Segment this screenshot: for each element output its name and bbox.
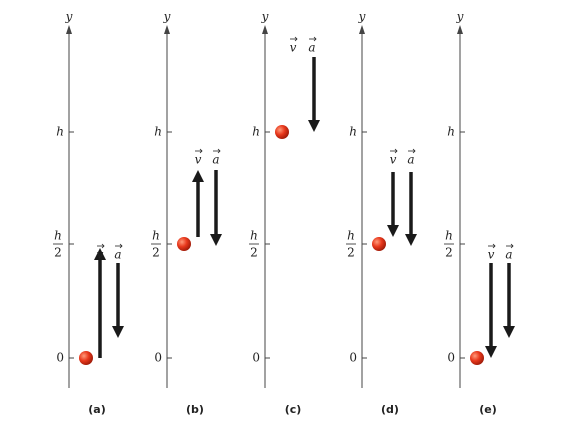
velocity-label-arrow-head (294, 36, 298, 42)
tick-label: h (447, 125, 455, 139)
tick-label: h (56, 125, 64, 139)
ball (372, 237, 386, 251)
axis-label: y (358, 10, 366, 24)
acceleration-arrow-head (210, 234, 222, 246)
velocity-arrow-head (387, 225, 399, 237)
tick-label: 0 (154, 351, 162, 365)
tick-label: h (54, 229, 62, 243)
tick-label: 0 (252, 351, 260, 365)
acceleration-arrow-head (112, 326, 124, 338)
acceleration-label-arrow-head (313, 36, 317, 42)
velocity-label-arrow-head (199, 148, 203, 154)
tick-label: h (252, 125, 260, 139)
y-axis-head (457, 25, 463, 34)
panel-caption: (d) (381, 403, 399, 416)
acceleration-arrow-head (503, 326, 515, 338)
tick-label: 0 (56, 351, 64, 365)
axis-label: y (261, 10, 269, 24)
velocity-arrow-head (192, 170, 204, 182)
acceleration-label: a (407, 153, 414, 167)
acceleration-label: a (212, 153, 219, 167)
velocity-label: v (290, 41, 297, 55)
tick-label: 2 (152, 246, 160, 260)
ball (275, 125, 289, 139)
y-axis-head (164, 25, 170, 34)
velocity-arrow-head (485, 346, 497, 358)
velocity-label: v (390, 153, 397, 167)
axis-label: y (456, 10, 464, 24)
velocity-label: v (488, 248, 495, 262)
tick-label: h (445, 229, 453, 243)
y-axis-head (66, 25, 72, 34)
panel-caption: (b) (186, 403, 204, 416)
tick-label: h (349, 125, 357, 139)
ball (79, 351, 93, 365)
acceleration-label: a (114, 248, 121, 262)
velocity-label-arrow-head (394, 148, 398, 154)
tick-label: 2 (54, 246, 62, 260)
acceleration-label-arrow-head (412, 148, 416, 154)
y-axis-head (262, 25, 268, 34)
panel-caption: (a) (88, 403, 105, 416)
tick-label: h (152, 229, 160, 243)
ball (177, 237, 191, 251)
tick-label: h (154, 125, 162, 139)
acceleration-label-arrow-head (510, 243, 514, 249)
velocity-label: v (97, 248, 104, 262)
axis-label: y (65, 10, 73, 24)
tick-label: 0 (349, 351, 357, 365)
acceleration-label: a (505, 248, 512, 262)
acceleration-label-arrow-head (119, 243, 123, 249)
velocity-label: v (195, 153, 202, 167)
acceleration-label-arrow-head (217, 148, 221, 154)
velocity-label-arrow-head (492, 243, 496, 249)
tick-label: 2 (445, 246, 453, 260)
panel-caption: (e) (479, 403, 497, 416)
axis-label: y (163, 10, 171, 24)
tick-label: h (347, 229, 355, 243)
acceleration-arrow-head (308, 120, 320, 132)
velocity-label-arrow-head (101, 243, 105, 249)
tick-label: h (250, 229, 258, 243)
y-axis-head (359, 25, 365, 34)
ball (470, 351, 484, 365)
panel-caption: (c) (285, 403, 302, 416)
acceleration-label: a (308, 41, 315, 55)
tick-label: 0 (447, 351, 455, 365)
acceleration-arrow-head (405, 234, 417, 246)
tick-label: 2 (250, 246, 258, 260)
tick-label: 2 (347, 246, 355, 260)
velocity-arrow-head (94, 248, 106, 260)
